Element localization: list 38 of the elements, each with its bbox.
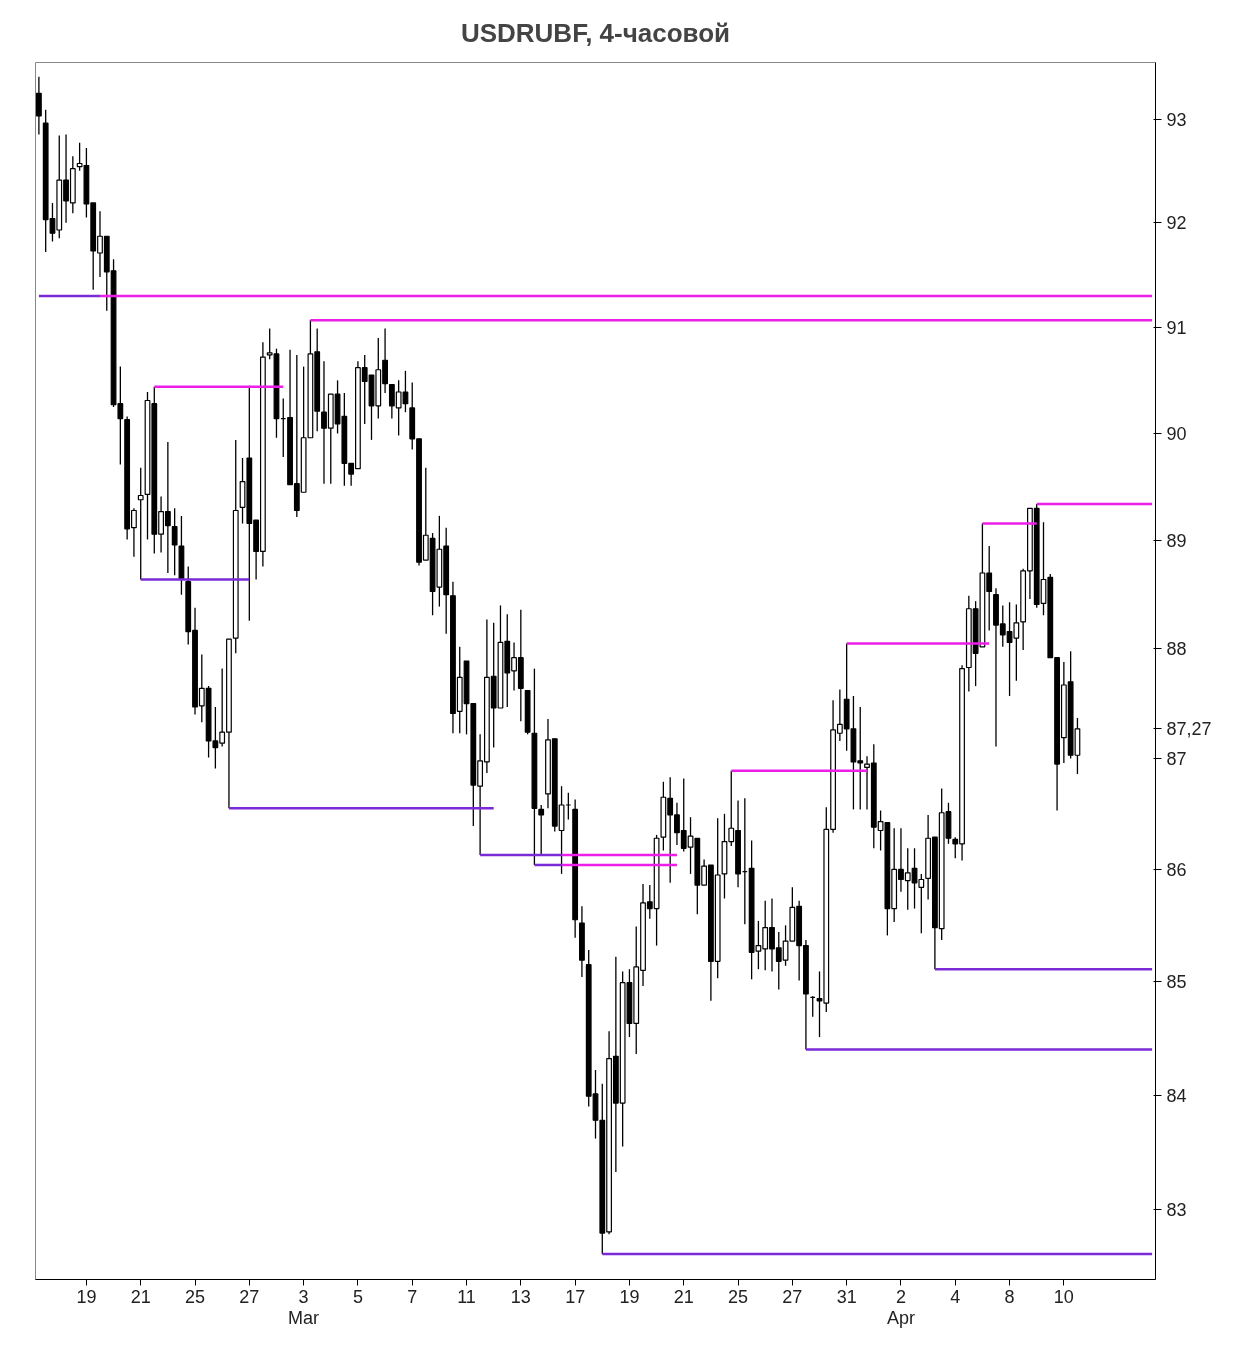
x-tick-label: 4 [950,1286,961,1307]
y-tick-label: 86 [1166,859,1187,880]
x-tick-label: 8 [1004,1286,1015,1307]
x-tick-label: 10 [1053,1286,1074,1307]
x-tick-label: 25 [185,1286,206,1307]
x-tick-label: 21 [673,1286,694,1307]
chart-title: USDRUBF, 4-часовой [460,17,731,48]
x-tick-label: 3 [298,1286,309,1307]
candlestick [538,804,545,856]
x-tick-label: 19 [76,1286,97,1307]
y-tick-label: 87 [1166,749,1187,770]
text: 87,27 [1166,719,1212,740]
y-tick-label: 89 [1166,531,1187,552]
y-tick-label: 93 [1166,109,1187,130]
y-tick-label: 88 [1166,639,1187,660]
candlestick [171,507,178,576]
x-tick-label: 27 [782,1286,803,1307]
text: Mar [288,1307,320,1328]
text: Apr [886,1307,915,1328]
x-tick-label: 2 [895,1286,906,1307]
candlestick [137,466,144,581]
y-tick-label: 91 [1166,318,1187,339]
y-tick-label: 83 [1166,1200,1187,1221]
y-tick-label: 90 [1166,423,1187,444]
x-tick-label: 31 [836,1286,857,1307]
y-tick-label: 85 [1166,972,1187,993]
x-tick-label: 27 [239,1286,260,1307]
x-tick-label: 19 [619,1286,640,1307]
x-tick-label: 25 [728,1286,749,1307]
x-tick-label: 13 [510,1286,531,1307]
x-tick-label: 21 [130,1286,151,1307]
y-tick-label: 84 [1166,1085,1187,1106]
x-tick-label: 11 [457,1286,476,1307]
x-tick-label: 17 [565,1286,586,1307]
candlestick [35,76,42,136]
x-tick-label: 7 [407,1286,418,1307]
x-tick-label: 5 [352,1286,363,1307]
y-tick-label: 92 [1166,213,1187,234]
